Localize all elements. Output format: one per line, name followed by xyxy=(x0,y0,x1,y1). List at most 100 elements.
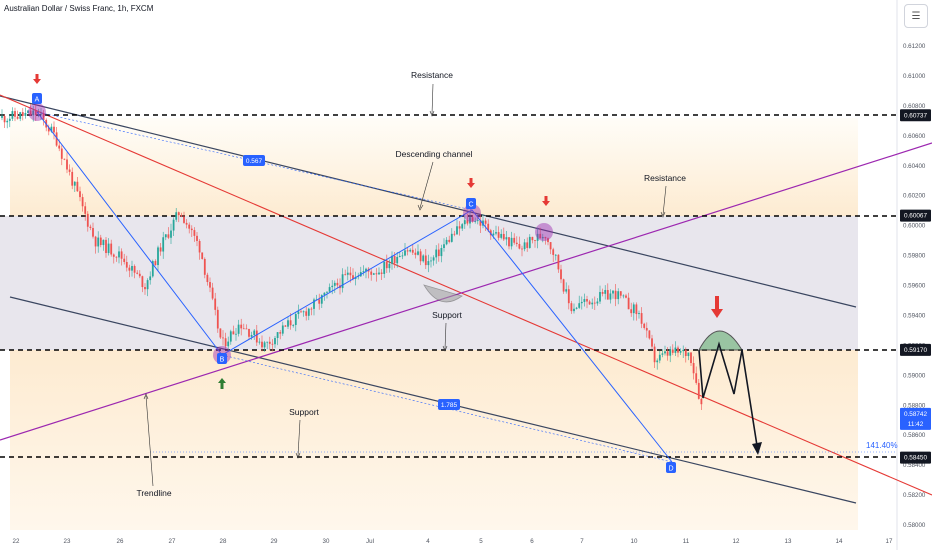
candle-body xyxy=(372,273,375,275)
candle-body xyxy=(237,324,240,334)
candle-body xyxy=(448,239,451,242)
candle-body xyxy=(258,341,261,343)
candle-body xyxy=(307,308,310,316)
candle-body xyxy=(328,287,331,292)
candle-body xyxy=(89,226,92,229)
candle-body xyxy=(53,126,55,133)
candle-body xyxy=(513,237,516,243)
candle-body xyxy=(102,239,105,246)
candle-body xyxy=(567,289,570,304)
candle-body xyxy=(492,233,495,236)
candle-body xyxy=(554,254,557,256)
candle-body xyxy=(352,275,354,279)
candle-body xyxy=(305,311,308,316)
candle-body xyxy=(578,303,581,308)
price-badge: 0.59170 xyxy=(900,343,931,356)
candle-body xyxy=(463,220,466,225)
pointer-arrow-icon xyxy=(442,345,448,352)
candle-body xyxy=(297,311,300,315)
candle-body xyxy=(159,247,162,252)
candle-body xyxy=(287,320,289,327)
candle-body xyxy=(362,271,365,273)
support-label-1: Support xyxy=(432,310,462,320)
candle-body xyxy=(684,349,687,357)
candle-body xyxy=(3,116,6,123)
price-badge-text: 11:42 xyxy=(908,421,924,428)
candle-body xyxy=(193,230,196,236)
candle-body xyxy=(66,159,68,170)
candle-body xyxy=(651,338,653,347)
price-tick-label: 0.58600 xyxy=(903,432,926,439)
candle-body xyxy=(1,116,3,118)
candle-body xyxy=(250,334,253,337)
candle-body xyxy=(409,249,412,252)
descending-channel-label: Descending channel xyxy=(395,149,472,159)
svg-text:C: C xyxy=(468,202,473,209)
candle-body xyxy=(476,220,479,222)
candle-body xyxy=(398,256,401,257)
pointer-arrow-icon xyxy=(660,211,666,218)
time-tick-label: 23 xyxy=(64,538,71,545)
candle-body xyxy=(120,251,123,259)
down-arrow-icon xyxy=(33,74,41,84)
candle-body xyxy=(63,158,66,160)
candle-body xyxy=(526,242,529,248)
candle-body xyxy=(274,337,276,345)
time-tick-label: 6 xyxy=(530,538,534,545)
candle-body xyxy=(606,290,609,300)
time-axis[interactable]: 22 23 26 27 28 29 30 Jul 4 5 6 7 10 11 12 13 14 17 xyxy=(13,538,893,545)
candle-body xyxy=(562,279,565,292)
candle-body xyxy=(112,254,115,257)
fib-extension-label: 141.40% xyxy=(866,441,898,450)
candle-body xyxy=(34,110,37,116)
candle-body xyxy=(76,181,79,192)
candle-body xyxy=(541,236,544,239)
candle-body xyxy=(536,233,539,241)
candle-body xyxy=(271,343,274,345)
candle-body xyxy=(276,332,279,338)
time-tick-label: 26 xyxy=(117,538,124,545)
candle-body xyxy=(29,110,32,116)
candle-body xyxy=(430,260,432,262)
candle-body xyxy=(253,330,256,335)
pointer-line xyxy=(662,185,667,216)
price-tick-label: 0.60400 xyxy=(903,163,926,170)
time-tick-label: 11 xyxy=(683,538,690,545)
candle-body xyxy=(375,273,378,275)
candle-body xyxy=(60,148,63,159)
candle-body xyxy=(700,398,703,405)
candle-body xyxy=(97,237,100,247)
candle-body xyxy=(170,230,172,238)
candle-body xyxy=(656,360,659,363)
candle-body xyxy=(211,287,214,299)
candle-body xyxy=(133,265,136,273)
candle-body xyxy=(294,314,297,325)
candle-body xyxy=(263,342,266,348)
hamburger-menu-icon[interactable]: ☰ xyxy=(904,4,928,28)
candle-body xyxy=(141,276,144,288)
candle-body xyxy=(515,242,518,244)
candle-body xyxy=(622,295,625,297)
candle-body xyxy=(42,113,45,120)
candle-body xyxy=(229,331,232,342)
candle-body xyxy=(510,237,513,247)
time-tick-label: 13 xyxy=(785,538,792,545)
candle-body xyxy=(596,301,599,304)
candle-body xyxy=(586,299,588,302)
candle-body xyxy=(300,311,302,313)
candle-body xyxy=(502,233,505,240)
candle-body xyxy=(107,243,110,254)
candle-body xyxy=(118,251,120,258)
candle-body xyxy=(131,265,133,271)
candle-body xyxy=(417,251,419,255)
price-badge-text: 0.59170 xyxy=(904,347,928,354)
price-tick-label: 0.58800 xyxy=(903,402,926,409)
time-tick-label: 17 xyxy=(886,538,893,545)
candle-body xyxy=(157,247,159,266)
time-tick-label: 29 xyxy=(271,538,278,545)
support-arc xyxy=(423,284,463,303)
time-tick-label: 22 xyxy=(13,538,20,545)
candle-body xyxy=(245,328,248,330)
candle-body xyxy=(544,236,547,239)
